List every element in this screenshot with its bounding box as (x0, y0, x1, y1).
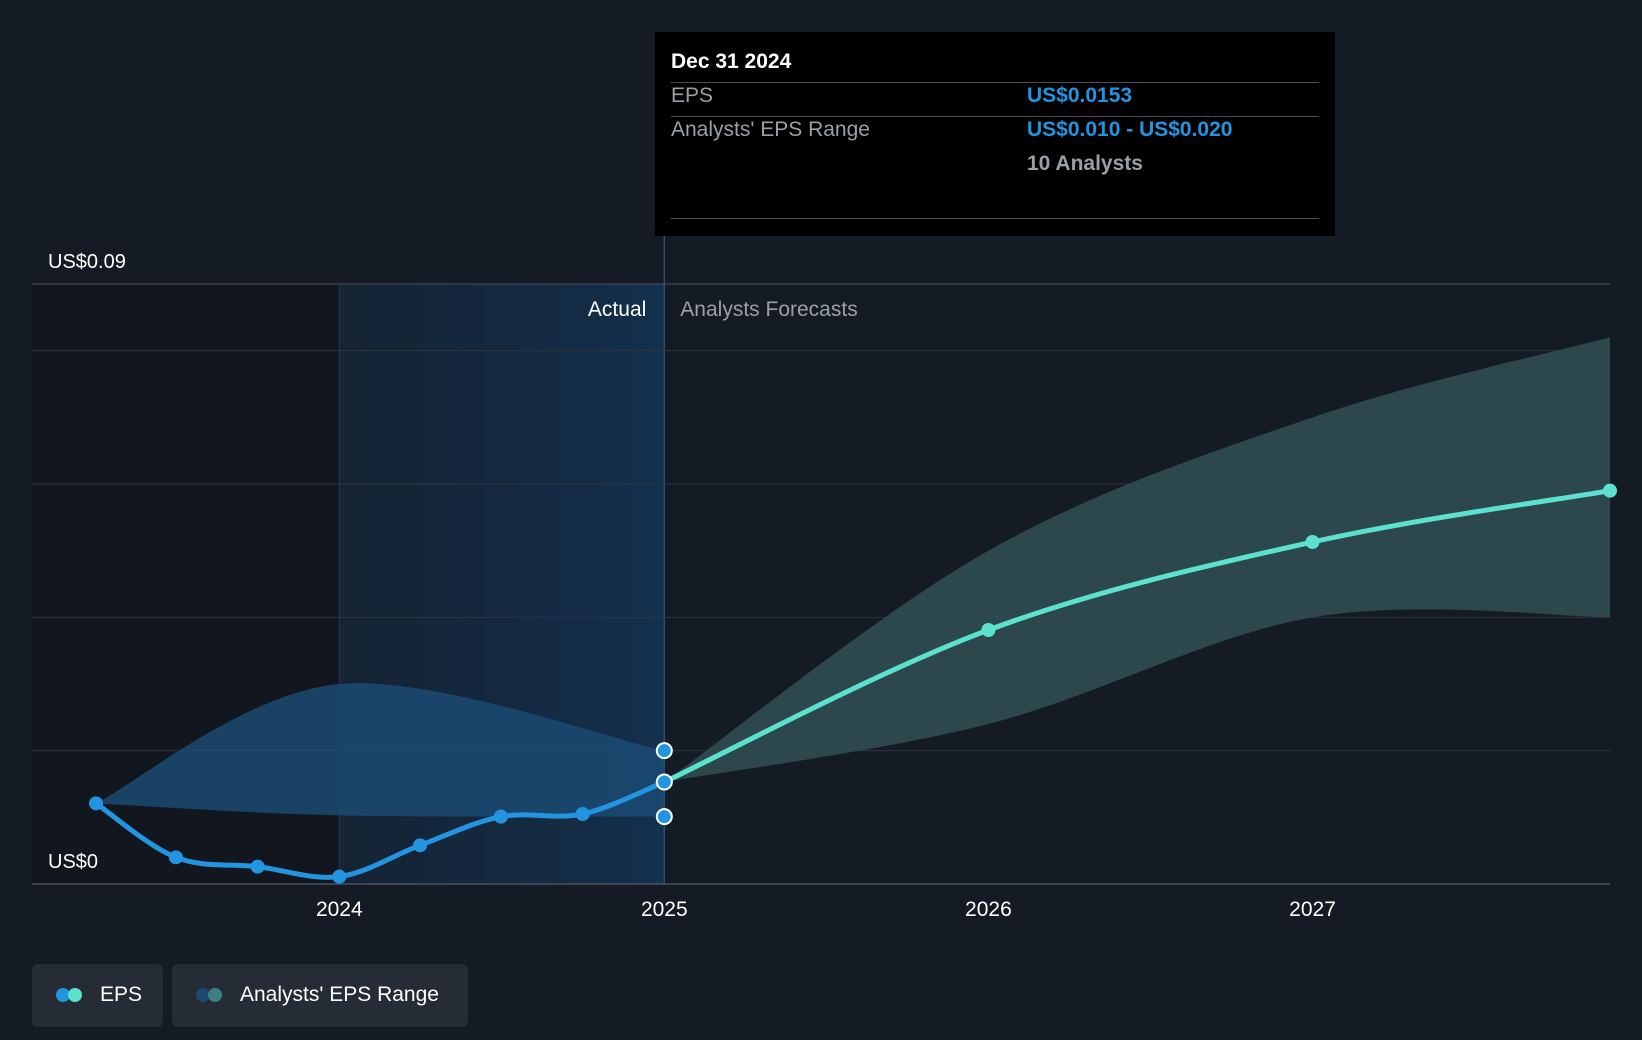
actual-eps-point (168, 850, 183, 865)
forecast-eps-point (981, 623, 996, 637)
actual-eps-point (493, 809, 508, 824)
range-forecast-swatch-icon (208, 988, 222, 1002)
x-tick-label: 2025 (641, 898, 688, 921)
hover-tooltip: Dec 31 2024 EPS US$0.0153 Analysts' EPS … (655, 32, 1335, 236)
chart-background (32, 236, 666, 884)
tooltip-analysts-count: 10 Analysts (1027, 152, 1143, 175)
highlight-eps-point (655, 773, 673, 791)
forecast-eps-point (1305, 535, 1320, 549)
tooltip-eps-label: EPS (671, 84, 714, 107)
highlight-low-point (655, 808, 673, 826)
tooltip-range-value: US$0.010 - US$0.020 (1027, 118, 1233, 141)
range-actual-swatch-icon (196, 988, 210, 1002)
legend-range-label: Analysts' EPS Range (240, 983, 439, 1006)
x-tick-label: 2024 (316, 898, 363, 921)
actual-eps-point (575, 807, 590, 821)
actual-eps-point (89, 796, 103, 811)
eps-lines (93, 488, 1613, 880)
eps-forecast-swatch-icon (68, 988, 82, 1002)
legend-eps-range[interactable]: Analysts' EPS Range (172, 964, 468, 1027)
range-bands (96, 337, 1610, 817)
actual-eps-point (332, 869, 347, 884)
forecast-section-label: Analysts Forecasts (680, 298, 857, 321)
eps-actual-swatch-icon (56, 988, 70, 1002)
actual-eps-line (93, 779, 667, 880)
legend-eps[interactable]: EPS (32, 964, 163, 1027)
actual-eps-point (250, 859, 265, 874)
legend-eps-label: EPS (100, 983, 143, 1006)
x-tick-label: 2027 (1289, 898, 1336, 921)
eps-points (89, 483, 1617, 884)
actual-section-label: Actual (588, 298, 646, 321)
tooltip-divider (671, 116, 1319, 117)
tooltip-date: Dec 31 2024 (671, 50, 792, 73)
tooltip-divider (671, 218, 1319, 219)
y-axis-max-label: US$0.09 (48, 251, 126, 273)
forecast-eps-point (1603, 483, 1617, 498)
tooltip-eps-value: US$0.0153 (1027, 84, 1133, 107)
x-tick-label: 2026 (965, 898, 1012, 921)
axis-labels: US$0.09 US$0 2024 2025 2026 2027 Actual Analyst… (48, 251, 1336, 921)
y-axis-min-label: US$0 (48, 851, 98, 873)
actual-range-band (96, 683, 665, 817)
grid-lines (32, 283, 1610, 885)
forecast-range-band (664, 337, 1610, 782)
highlight-high-point (655, 742, 673, 760)
actual-eps-point (413, 838, 428, 853)
tooltip-range-label: Analysts' EPS Range (671, 118, 870, 141)
forecast-eps-line (661, 488, 1613, 785)
tooltip-divider (671, 82, 1319, 83)
